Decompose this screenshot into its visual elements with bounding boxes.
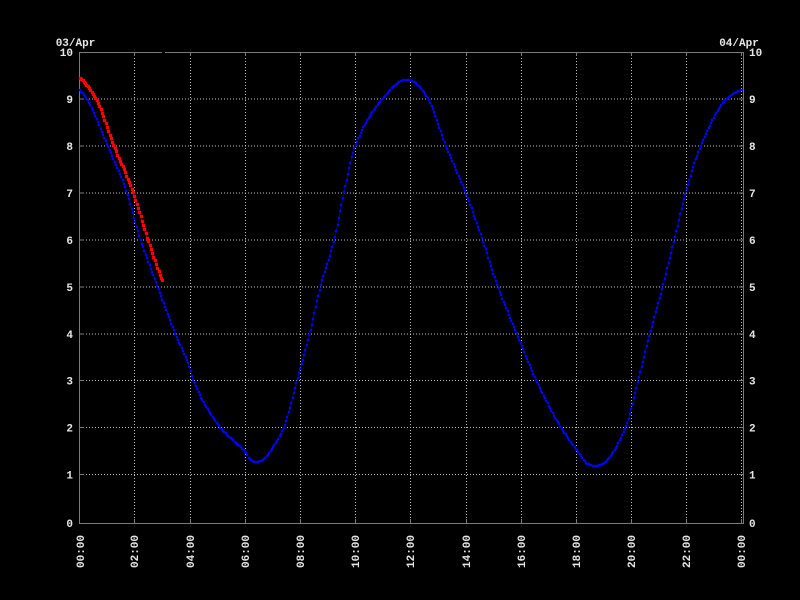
svg-text:02:00: 02:00 <box>130 535 142 568</box>
svg-text:00:00: 00:00 <box>737 535 749 568</box>
svg-text:10: 10 <box>60 48 73 60</box>
svg-text:3: 3 <box>749 376 756 388</box>
svg-text:6: 6 <box>749 236 756 248</box>
svg-text:4: 4 <box>749 330 756 342</box>
svg-text:8: 8 <box>749 142 756 154</box>
svg-text:9: 9 <box>66 95 73 107</box>
svg-text:2: 2 <box>749 424 756 436</box>
svg-text:6: 6 <box>66 236 73 248</box>
svg-text:16:00: 16:00 <box>517 535 529 568</box>
svg-text:9: 9 <box>749 95 756 107</box>
svg-text:00:00: 00:00 <box>76 535 88 568</box>
svg-text:1: 1 <box>749 471 756 483</box>
svg-text:22:00: 22:00 <box>682 535 694 568</box>
svg-text:12:00: 12:00 <box>406 535 418 568</box>
svg-text:14:00: 14:00 <box>462 535 474 568</box>
svg-text:5: 5 <box>66 283 73 295</box>
svg-text:2: 2 <box>66 424 73 436</box>
svg-text:7: 7 <box>749 189 756 201</box>
svg-text:4: 4 <box>66 330 73 342</box>
svg-text:7: 7 <box>66 189 73 201</box>
svg-text:04:00: 04:00 <box>186 535 198 568</box>
svg-text:3: 3 <box>66 376 73 388</box>
svg-text:03/Apr: 03/Apr <box>56 38 96 50</box>
svg-text:18:00: 18:00 <box>572 535 584 568</box>
svg-text:10:00: 10:00 <box>351 535 363 568</box>
svg-text:0: 0 <box>749 519 756 531</box>
svg-text:8: 8 <box>66 142 73 154</box>
svg-text:0: 0 <box>66 519 73 531</box>
svg-text:1: 1 <box>66 471 73 483</box>
svg-text:5: 5 <box>749 283 756 295</box>
svg-text:06:00: 06:00 <box>241 535 253 568</box>
svg-text:08:00: 08:00 <box>296 535 308 568</box>
svg-text:20:00: 20:00 <box>627 535 639 568</box>
svg-text:10: 10 <box>749 48 762 60</box>
svg-text:04/Apr: 04/Apr <box>719 38 759 50</box>
